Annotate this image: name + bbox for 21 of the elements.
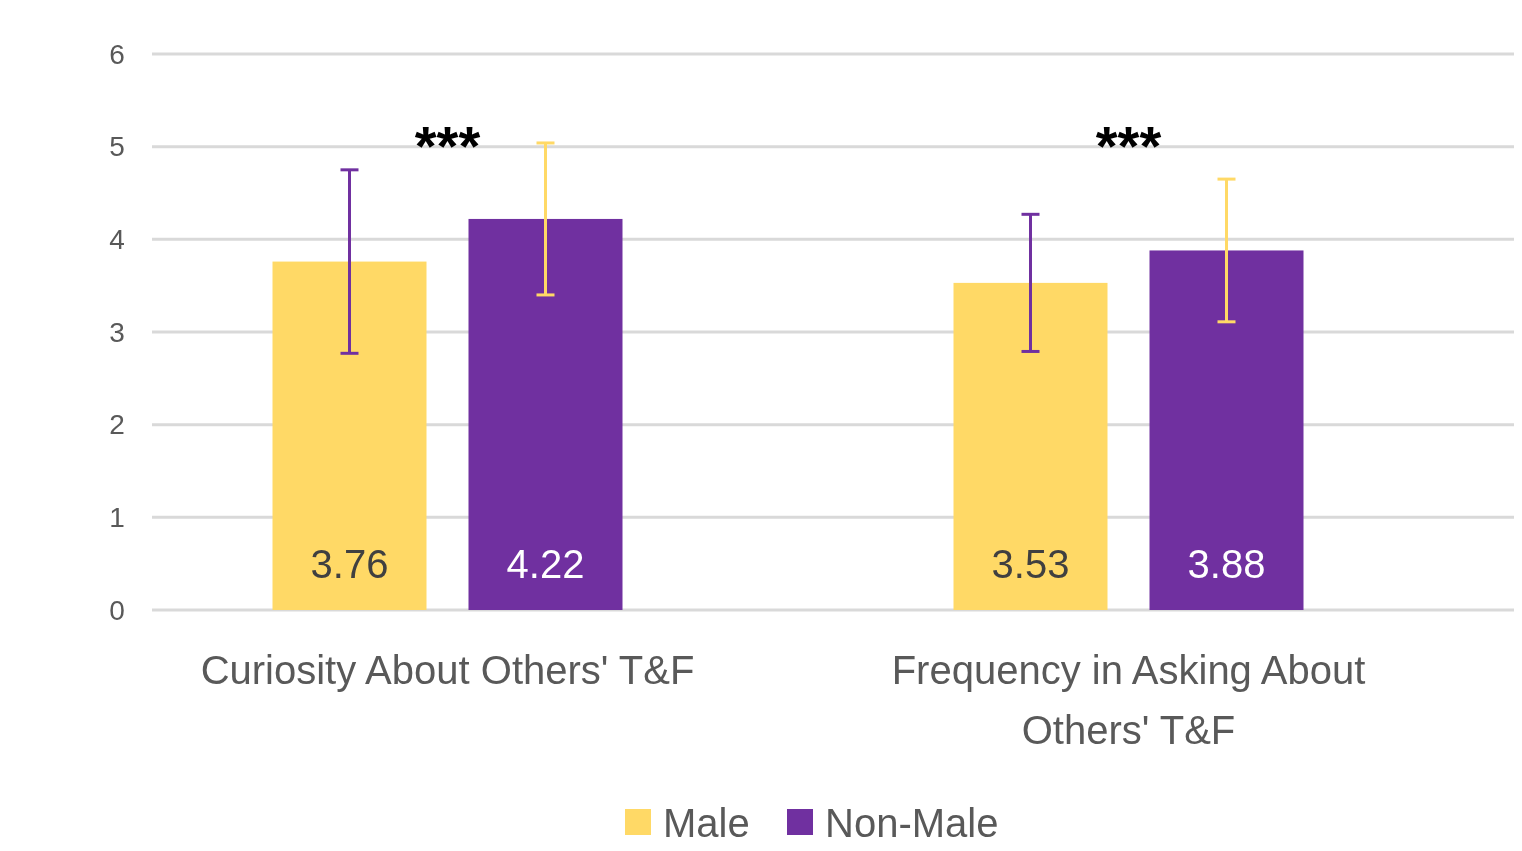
bar <box>272 261 427 610</box>
x-tick-label: Curiosity About Others' T&F <box>200 648 695 692</box>
data-label: 3.76 <box>310 542 389 586</box>
y-tick-label: 6 <box>109 38 125 70</box>
legend-label: Male <box>663 801 750 845</box>
y-tick-label: 1 <box>109 502 125 534</box>
y-tick-label: 3 <box>109 316 125 348</box>
bar <box>953 282 1108 610</box>
y-tick-label: 2 <box>109 409 125 441</box>
legend-label: Non-Male <box>825 801 999 845</box>
y-tick-label: 0 <box>109 594 125 626</box>
annotation: *** <box>414 113 481 177</box>
x-tick-label: Frequency in Asking About Others' T&F <box>891 648 1366 752</box>
data-label: 3.88 <box>1187 542 1266 586</box>
y-tick-label: 5 <box>109 131 125 163</box>
bar <box>1149 250 1304 610</box>
y-tick-label: 4 <box>109 224 125 256</box>
data-label: 3.53 <box>991 542 1070 586</box>
annotation: *** <box>1095 113 1162 177</box>
data-label: 4.22 <box>506 542 585 586</box>
bar <box>468 218 623 610</box>
